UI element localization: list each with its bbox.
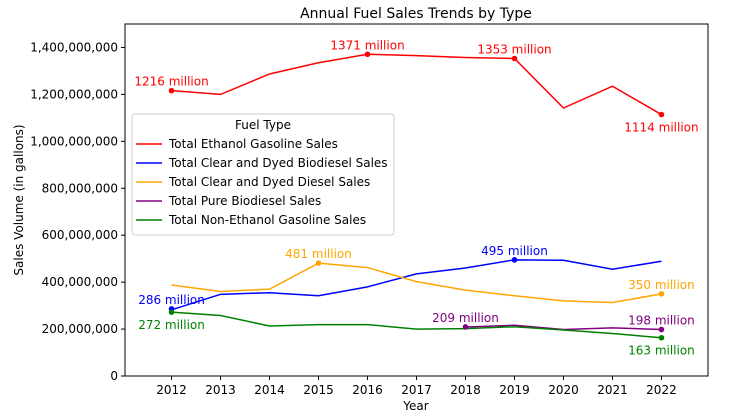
data-label: 286 million (138, 293, 205, 307)
y-axis-label: Sales Volume (in gallons) (12, 124, 26, 275)
data-point (315, 260, 322, 266)
data-point (658, 291, 665, 297)
legend-entry: Total Clear and Dyed Biodiesel Sales (168, 156, 388, 170)
data-point (168, 87, 175, 94)
data-label: 481 million (285, 247, 352, 261)
y-tick-label: 1,000,000,000 (30, 134, 118, 148)
x-tick-label: 2018 (450, 383, 481, 397)
data-label: 495 million (481, 244, 548, 258)
data-label: 1216 million (134, 75, 208, 89)
data-point (168, 309, 175, 315)
series-line-total-clear-and-dyed-biodiesel-sales (171, 259, 662, 311)
x-tick-label: 2021 (597, 383, 628, 397)
series-line-total-ethanol-gasoline-sales (171, 53, 662, 116)
series-line-total-non-ethanol-gasoline-sales (171, 311, 662, 339)
data-point (658, 326, 665, 333)
y-tick-label: 200,000,000 (42, 322, 118, 336)
data-label: 272 million (138, 318, 205, 332)
legend: Fuel Type Total Ethanol Gasoline Sales Tot… (131, 113, 395, 236)
y-tick-label: 1,400,000,000 (30, 40, 118, 54)
y-tick-label: 400,000,000 (42, 275, 118, 289)
x-tick-label: 2020 (548, 383, 579, 397)
data-label: 1114 million (624, 121, 698, 135)
data-point (364, 51, 371, 58)
y-tick-label: 800,000,000 (42, 181, 118, 195)
x-tick-label: 2015 (303, 383, 334, 397)
plot-area: 2012 2013 2014 2015 2016 2017 2018 2019 2020 2021… (30, 23, 709, 397)
chart-title: Annual Fuel Sales Trends by Type (300, 6, 532, 22)
data-point (511, 257, 518, 263)
x-tick-label: 2017 (401, 383, 432, 397)
data-label: 1353 million (477, 42, 551, 56)
data-point (511, 55, 518, 62)
x-tick-label: 2014 (254, 383, 285, 397)
data-label: 198 million (628, 314, 695, 328)
data-point (658, 334, 665, 341)
data-label: 163 million (628, 344, 695, 358)
x-tick-label: 2022 (646, 383, 677, 397)
y-tick-label: 600,000,000 (42, 228, 118, 242)
legend-entry: Total Clear and Dyed Diesel Sales (168, 175, 370, 189)
y-tick-label: 0 (110, 369, 118, 383)
data-label: 1371 million (330, 38, 404, 52)
x-tick-label: 2016 (352, 383, 383, 397)
legend-entry: Total Pure Biodiesel Sales (168, 194, 321, 208)
legend-entry: Total Ethanol Gasoline Sales (168, 137, 338, 151)
legend-box (131, 113, 395, 236)
data-label: 209 million (432, 311, 499, 325)
data-point (658, 111, 665, 118)
legend-entry: Total Non-Ethanol Gasoline Sales (168, 213, 366, 227)
x-tick-label: 2013 (205, 383, 236, 397)
x-tick-label: 2019 (499, 383, 530, 397)
data-label: 350 million (628, 278, 695, 292)
y-tick-label: 1,200,000,000 (30, 87, 118, 101)
x-axis-label: Year (402, 399, 428, 413)
data-point (462, 324, 469, 330)
x-tick-label: 2012 (156, 383, 187, 397)
legend-title: Fuel Type (235, 118, 291, 132)
series-line-total-clear-and-dyed-diesel-sales (171, 262, 662, 304)
